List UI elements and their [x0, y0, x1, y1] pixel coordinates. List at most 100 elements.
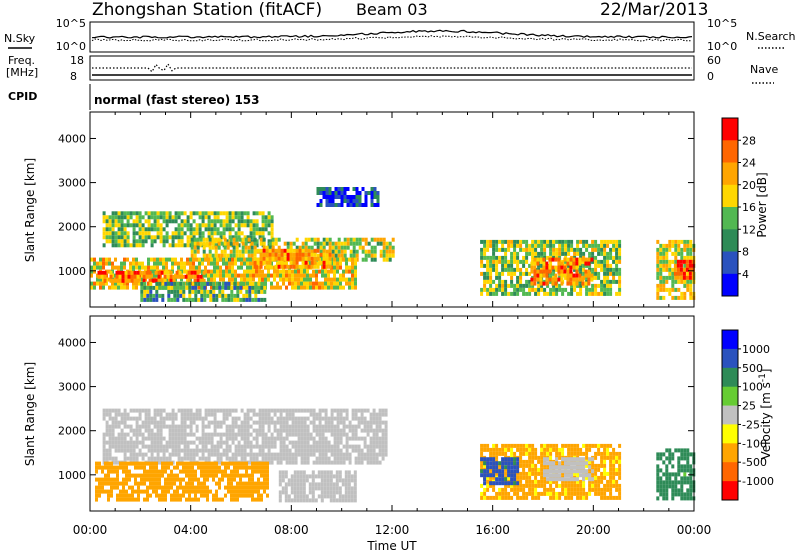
- power-cell: [507, 271, 511, 276]
- power-cell: [184, 274, 188, 279]
- velocity-cell: [609, 471, 613, 476]
- power-cell: [609, 239, 613, 244]
- power-cell: [270, 227, 274, 232]
- power-cell: [659, 259, 663, 264]
- velocity-cell: [128, 477, 131, 482]
- velocity-cell: [342, 456, 346, 461]
- power-cell: [102, 243, 106, 248]
- power-cell: [569, 269, 573, 274]
- power-cell: [685, 267, 689, 272]
- power-cell: [123, 215, 127, 220]
- velocity-cell: [317, 470, 321, 475]
- velocity-cell: [588, 473, 591, 478]
- velocity-cell: [288, 416, 292, 421]
- velocity-cell: [314, 482, 318, 487]
- power-cell: [354, 285, 357, 290]
- velocity-cell: [324, 428, 328, 433]
- velocity-cell: [221, 473, 224, 478]
- power-cell: [480, 271, 484, 276]
- velocity-cell: [384, 412, 388, 417]
- power-cell: [618, 283, 622, 288]
- velocity-cell: [576, 483, 580, 488]
- power-cell: [102, 235, 106, 240]
- velocity-cell: [369, 440, 373, 445]
- velocity-cell: [132, 440, 136, 445]
- power-cell: [142, 278, 146, 283]
- velocity-cell: [260, 481, 263, 486]
- velocity-cell: [293, 474, 297, 479]
- velocity-cell: [305, 474, 309, 479]
- colorbar-swatch: [722, 184, 738, 208]
- power-cell: [558, 271, 562, 276]
- power-cell: [192, 227, 196, 232]
- velocity-cell: [282, 416, 286, 421]
- power-cell: [291, 273, 294, 278]
- velocity-cell: [540, 443, 544, 448]
- velocity-cell: [600, 495, 604, 500]
- power-cell: [349, 195, 353, 199]
- velocity-cell: [384, 448, 388, 453]
- velocity-cell: [159, 448, 163, 453]
- power-cell: [519, 267, 523, 272]
- power-cell: [252, 227, 256, 232]
- power-cell: [149, 297, 153, 302]
- power-cell: [324, 277, 327, 282]
- power-cell: [213, 243, 217, 248]
- power-cell: [150, 239, 154, 244]
- power-cell: [513, 259, 517, 264]
- power-cell: [665, 247, 669, 252]
- power-cell: [192, 235, 196, 240]
- power-cell: [337, 257, 341, 262]
- power-cell: [117, 281, 120, 286]
- velocity-cell: [597, 475, 601, 480]
- velocity-cell: [350, 494, 354, 499]
- velocity-cell: [483, 461, 487, 466]
- velocity-cell: [147, 416, 151, 421]
- velocity-cell: [143, 465, 146, 470]
- power-cell: [243, 257, 246, 262]
- power-cell: [156, 231, 160, 236]
- velocity-cell: [159, 440, 163, 445]
- power-cell: [102, 215, 106, 220]
- velocity-cell: [153, 408, 157, 413]
- velocity-cell: [498, 447, 502, 452]
- power-cell: [683, 247, 687, 252]
- power-cell: [204, 215, 208, 220]
- power-cell: [539, 273, 543, 278]
- velocity-cell: [149, 465, 152, 470]
- velocity-cell: [225, 436, 229, 441]
- velocity-cell: [342, 460, 346, 465]
- power-cell: [192, 219, 196, 224]
- velocity-cell: [309, 420, 313, 425]
- power-cell: [312, 281, 315, 286]
- velocity-cell: [213, 444, 217, 449]
- velocity-cell: [522, 491, 526, 496]
- velocity-cell: [326, 474, 330, 479]
- velocity-cell: [321, 456, 325, 461]
- power-cell: [531, 243, 535, 248]
- power-cell: [200, 289, 204, 294]
- velocity-cell: [366, 452, 370, 457]
- power-cell: [241, 237, 245, 242]
- power-cell: [273, 273, 276, 278]
- velocity-cell: [276, 460, 280, 465]
- power-cell: [187, 270, 191, 275]
- velocity-cell: [591, 443, 595, 448]
- velocity-cell: [186, 424, 190, 429]
- velocity-cell: [186, 440, 190, 445]
- velocity-cell: [534, 495, 538, 500]
- power-cell: [180, 243, 184, 248]
- velocity-cell: [114, 456, 118, 461]
- velocity-cell: [251, 477, 254, 482]
- power-cell: [200, 281, 204, 286]
- power-cell: [111, 239, 115, 244]
- power-cell: [111, 231, 115, 236]
- velocity-cell: [549, 465, 552, 470]
- power-cell: [99, 277, 102, 282]
- power-cell: [348, 265, 351, 270]
- velocity-cell: [162, 448, 166, 453]
- velocity-cell: [300, 436, 304, 441]
- power-cell: [554, 257, 558, 262]
- power-cell: [162, 227, 166, 232]
- velocity-cell: [522, 475, 526, 480]
